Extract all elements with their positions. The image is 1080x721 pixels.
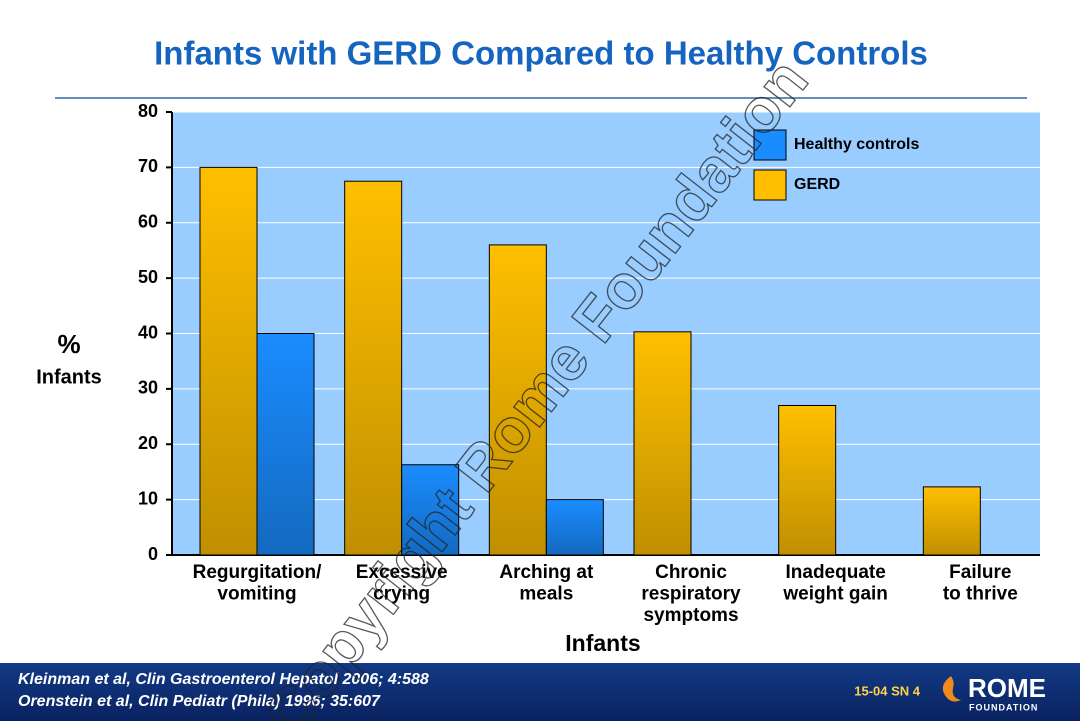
x-tick-label-line: meals (519, 584, 573, 605)
slide-id: 15-04 SN 4 (854, 683, 921, 698)
y-tick-label: 40 (138, 322, 158, 342)
bar-shade (489, 244, 547, 555)
x-tick-label: Arching at meals (499, 562, 594, 605)
x-tick-label-line: Failure (949, 562, 1011, 583)
bar-shade (778, 405, 836, 555)
y-tick-label: 50 (138, 267, 158, 287)
x-tick-label: Chronic respiratory symptoms (641, 562, 741, 626)
y-tick-label: 20 (138, 433, 158, 453)
reference: Orenstein et al, Clin Pediatr (Phila) 19… (18, 693, 381, 710)
y-tick-label: 30 (138, 378, 158, 398)
x-tick-label-line: symptoms (643, 605, 738, 626)
logo-flame (942, 676, 961, 702)
y-tick-label: 70 (138, 156, 158, 176)
logo-text: ROME (968, 673, 1046, 703)
x-tick-label-line: Arching at (499, 562, 594, 583)
logo-subtext: FOUNDATION (969, 702, 1038, 712)
bar-shade (200, 167, 257, 555)
x-tick-label-line: Regurgitation/ (193, 562, 322, 583)
x-tick-label-line: Excessive (356, 562, 448, 583)
bar-shade (257, 333, 314, 555)
x-tick-label-line: vomiting (217, 584, 296, 605)
plot: 0 10 20 30 40 50 60 70 80 Regurgitation/vomiting E… (138, 101, 1040, 626)
x-tick-label-line: weight gain (782, 584, 888, 605)
y-tick-label: 80 (138, 101, 158, 121)
bar-shade (634, 331, 691, 555)
x-tick-label: Inadequate weight gain (782, 562, 888, 605)
y-axis-label: % (57, 329, 80, 359)
x-tick-label: Failure to thrive (943, 562, 1018, 605)
bar-shade (923, 486, 981, 555)
x-tick-label-line: respiratory (641, 584, 741, 605)
x-tick-label-line: Chronic (655, 562, 727, 583)
legend-label: GERD (794, 176, 840, 193)
chart-title: Infants with GERD Compared to Healthy Co… (154, 35, 928, 72)
legend-swatch (753, 129, 787, 161)
x-tick-label-line: to thrive (943, 584, 1018, 605)
footer-band (0, 663, 1080, 721)
y-axis-label: Infants (36, 366, 102, 388)
x-axis-label: Infants (565, 630, 640, 656)
legend-swatch (753, 169, 787, 201)
x-tick-label: Regurgitation/vomiting (193, 562, 322, 605)
x-tick-label-line: crying (373, 584, 430, 605)
y-tick-label: 60 (138, 212, 158, 232)
bar-shade (344, 181, 402, 555)
y-tick-label: 0 (148, 544, 158, 564)
bar-shade (401, 464, 459, 555)
x-tick-label-line: Inadequate (786, 562, 886, 583)
y-tick-label: 10 (138, 488, 158, 508)
reference: Kleinman et al, Clin Gastroenterol Hepat… (18, 671, 429, 688)
bar-shade (546, 499, 604, 555)
legend-label: Healthy controls (794, 136, 919, 153)
x-tick-label: Excessive crying (356, 562, 448, 605)
